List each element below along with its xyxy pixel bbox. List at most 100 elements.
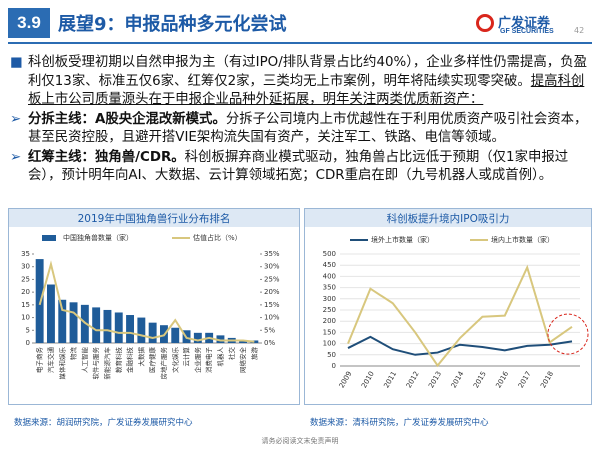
y-tick-label: 500 (323, 250, 336, 258)
x-tick-label: 云计算 (182, 347, 191, 367)
series-line (347, 264, 573, 368)
y-tick-label: 30 (21, 263, 30, 271)
legend-label: 境内上市数量（家） (491, 235, 554, 244)
y-tick-label: 50 (327, 351, 336, 359)
legend-label: 中国独角兽数量（家） (63, 233, 133, 242)
x-tick-label: 大数据 (136, 347, 145, 367)
x-tick-label: 房地产服务 (159, 347, 168, 380)
footer: 请务必阅读文末免责声明 (261, 437, 339, 445)
bar (171, 327, 180, 343)
x-tick-label: 消费电子 (204, 347, 213, 374)
bar (137, 317, 146, 343)
title-band (305, 209, 591, 227)
text: 分拆子公司境内上市优越性在于利用优质资产吸引社会资本，甚至民资控股，且避开搭VI… (28, 111, 588, 146)
text: 科创板摒弃商业模式驱动，独角兽占比远低于预期（仅1家申报过会），预计明年向AI、… (28, 149, 569, 184)
x-tick-label: 网络安全 (238, 347, 247, 374)
series-line (347, 335, 573, 356)
x-tick-label: 2017 (517, 370, 533, 389)
chart: 科创板提升境内IPO吸引力 0 50 100 150 200 250 300 350 400 450… (304, 208, 592, 405)
y-tick-label: 300 (323, 295, 336, 303)
bar (239, 340, 248, 343)
bar (216, 335, 225, 343)
x-tick-label: 软件与服务 (91, 347, 100, 380)
x-tick-label: 2018 (539, 370, 555, 389)
legend-swatch (42, 235, 56, 241)
legend-label: 估值占比（%） (193, 233, 242, 242)
x-tick-label: 新能源汽车 (102, 347, 111, 380)
source: 数据来源：清科研究院，广发证券发展研究中心 (310, 418, 489, 428)
paragraph: ➢ 红筹主线：独角兽/CDR。科创板摒弃商业模式驱动，独角兽占比远低于预期（仅1家… (10, 149, 569, 184)
bar (46, 284, 55, 343)
x-tick-label: 2013 (427, 370, 443, 389)
y2-tick-label: 35% (264, 250, 280, 258)
lead: 红筹主线：独角兽/CDR。 (28, 149, 185, 165)
y2-tick-label: 5% (264, 326, 275, 334)
chart-title: 2019年中国独角兽行业分布排名 (78, 212, 231, 225)
bar (69, 302, 78, 343)
series-line (38, 260, 255, 343)
y-tick-label: 10 (21, 314, 30, 322)
logo-icon (476, 14, 494, 32)
y-tick-label: 5 (26, 326, 30, 334)
y2-tick-label: 0% (264, 339, 275, 347)
logo-en: GF SECURITIES (500, 28, 554, 35)
bar (126, 315, 135, 343)
x-tick-label: 2011 (382, 370, 398, 389)
y-tick-label: 150 (323, 328, 336, 336)
y-tick-label: 250 (323, 306, 336, 314)
x-tick-label: 旅游 (249, 347, 258, 361)
chart-title: 科创板提升境内IPO吸引力 (387, 212, 510, 225)
x-tick-label: 物流 (69, 347, 78, 361)
body-text: ■ 科创板受理初期以自然申报为主（有过IPO/排队背景占比约40%），企业多样性仍… (10, 54, 592, 187)
section-number: 3.9 (8, 8, 50, 38)
bar (103, 309, 112, 343)
x-tick-label: 文化娱乐 (170, 347, 179, 374)
chart-frame (304, 208, 592, 405)
y-tick-label: 400 (323, 272, 336, 280)
bar (193, 332, 202, 343)
x-tick-label: 2015 (472, 370, 488, 389)
chart-frame (8, 208, 300, 405)
source: 数据来源：胡润研究院，广发证券发展研究中心 (14, 418, 193, 428)
y-tick-label: 200 (323, 317, 336, 325)
x-tick-label: 2016 (494, 370, 510, 390)
y2-tick-label: 10% (264, 314, 280, 322)
bar (148, 322, 157, 343)
y-tick-label: 100 (323, 340, 336, 348)
legend-label: 境外上市数量（家） (371, 235, 434, 244)
x-tick-label: 机器人 (215, 347, 224, 367)
y-tick-label: 0 (332, 362, 336, 370)
bar (92, 307, 101, 343)
y-tick-label: 350 (323, 284, 336, 292)
y-tick-label: 20 (21, 288, 30, 296)
x-tick-label: 医疗健康 (148, 347, 157, 374)
x-tick-label: 电子商务 (35, 347, 44, 374)
paragraph: ➢ 分拆主线：A股央企混改新模式。分拆子公司境内上市优越性在于利用优质资产吸引社会… (10, 111, 588, 146)
x-tick-label: 2010 (360, 370, 376, 389)
bar (114, 312, 123, 343)
slide-title: 展望9：申报品种多元化尝试 (58, 14, 287, 35)
x-tick-label: 企业服务 (193, 347, 202, 374)
bar (80, 304, 89, 343)
logo: 广发证券 (498, 16, 551, 31)
lead: 分拆主线：A股央企混改新模式。 (28, 111, 226, 127)
y2-tick-label: 25% (264, 275, 280, 283)
paragraph: ■ 科创板受理初期以自然申报为主（有过IPO/排队背景占比约40%），企业多样性仍… (10, 55, 587, 108)
y2-tick-label: 20% (264, 288, 280, 296)
title-band (9, 209, 299, 227)
y-tick-label: 35 (21, 250, 30, 258)
header-rule (8, 42, 592, 44)
x-tick-label: 金融科技 (125, 347, 134, 374)
y-tick-label: 0 (26, 339, 30, 347)
x-tick-label: 2012 (405, 370, 421, 389)
y-tick-label: 25 (21, 275, 30, 283)
page-number: 42 (574, 26, 585, 35)
bar (35, 259, 44, 343)
x-tick-label: 2009 (338, 370, 354, 389)
text: 提高科创板上市公司质量源头在于申报企业品种外延拓展，明年关注两类优质新资产： (28, 73, 585, 108)
x-tick-label: 媒体和娱乐 (57, 347, 66, 380)
y2-tick-label: 15% (264, 301, 280, 309)
x-tick-label: 2014 (450, 370, 466, 390)
bar (58, 299, 67, 343)
